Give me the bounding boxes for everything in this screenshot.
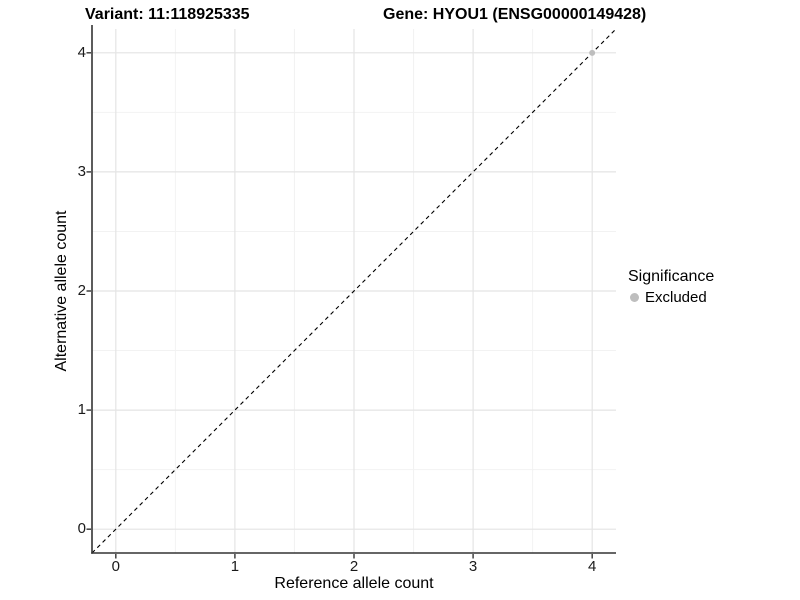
y-tick-label: 3 <box>77 162 86 180</box>
variant-title: Variant: 11:118925335 <box>85 6 250 23</box>
x-axis-title: Reference allele count <box>274 575 434 592</box>
gene-title: Gene: HYOU1 (ENSG00000149428) <box>383 6 647 23</box>
x-tick-label: 0 <box>111 558 120 575</box>
x-tick-label: 1 <box>230 558 240 575</box>
legend-item-excluded: Excluded <box>628 289 714 306</box>
x-tick-label: 4 <box>588 558 597 575</box>
x-tick-label: 3 <box>468 558 478 575</box>
y-tick-label: 4 <box>77 43 86 61</box>
legend-title: Significance <box>628 268 715 285</box>
y-tick-label: 0 <box>77 520 86 538</box>
legend-item-label: Excluded <box>645 289 707 306</box>
y-tick-label: 2 <box>77 282 86 299</box>
excluded-point-icon <box>630 293 639 302</box>
x-tick-label: 2 <box>349 558 359 575</box>
legend: Significance Excluded <box>628 268 714 306</box>
y-tick-label: 1 <box>77 401 86 419</box>
identity-dashed-line <box>91 28 617 554</box>
data-point <box>589 49 596 56</box>
